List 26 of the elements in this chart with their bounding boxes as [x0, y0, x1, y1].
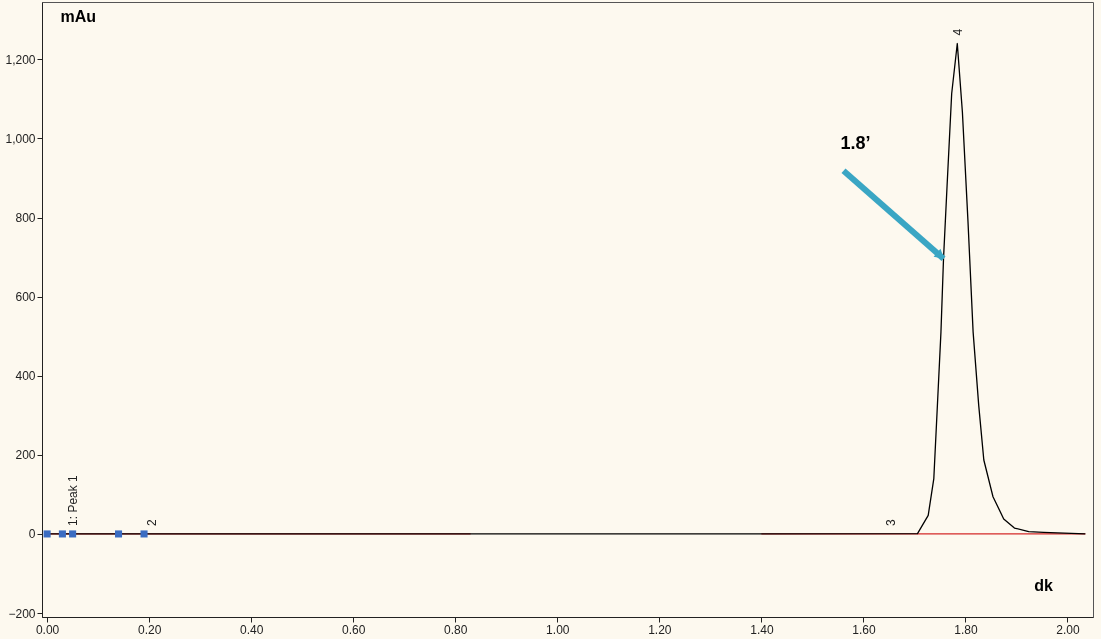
x-tick-label: 0.40	[240, 622, 264, 637]
x-axis-title: dk	[1034, 576, 1053, 594]
annotation: 2	[144, 518, 159, 526]
x-tick-label: 0.00	[35, 622, 60, 637]
y-tick-label: 1,000	[5, 131, 36, 146]
annotation: 1.8’	[840, 132, 871, 153]
x-tick-label: 1.60	[852, 622, 876, 637]
x-tick-label: 1.00	[546, 622, 570, 637]
y-tick-label: 600	[15, 290, 36, 305]
annotation: 1: Peak 1	[65, 474, 80, 526]
y-tick-label: −200	[8, 606, 36, 621]
x-tick-label: 0.20	[137, 622, 162, 637]
x-tick-label: 0.80	[444, 622, 468, 637]
y-tick-label: 400	[15, 369, 36, 384]
annotation: 4	[950, 28, 965, 36]
x-tick-label: 1.20	[648, 622, 672, 637]
y-tick-label: 200	[15, 448, 36, 463]
y-axis-title: mAu	[60, 7, 97, 25]
x-tick-label: 1.40	[750, 622, 774, 637]
y-tick-label: 1,200	[5, 52, 36, 67]
x-tick-label: 0.60	[342, 622, 366, 637]
x-tick-label: 2.00	[1056, 622, 1080, 637]
x-tick-label: 1.80	[954, 622, 978, 637]
y-tick-label: 800	[15, 211, 36, 226]
y-tick-label: 0	[28, 527, 36, 542]
annotation: 3	[884, 518, 899, 526]
